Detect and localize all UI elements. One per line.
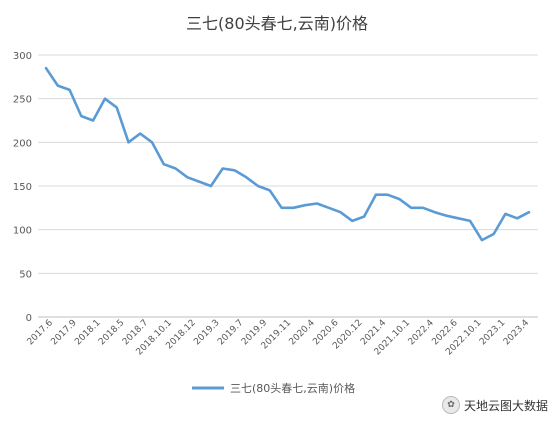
x-tick-label: 2023.1 xyxy=(478,318,507,347)
series-line xyxy=(44,66,531,242)
data-point xyxy=(186,176,189,179)
data-point xyxy=(481,239,483,241)
data-point xyxy=(398,198,401,200)
data-point xyxy=(210,185,212,187)
legend-label: 三七(80头春七,云南)价格 xyxy=(230,381,355,395)
data-point xyxy=(339,211,342,213)
y-tick-label: 0 xyxy=(26,313,32,324)
y-tick-label: 300 xyxy=(13,51,32,62)
data-point xyxy=(269,189,271,192)
gridlines xyxy=(38,54,538,318)
data-point xyxy=(375,193,377,196)
wechat-icon: ✿ xyxy=(441,396,460,414)
data-point xyxy=(292,207,295,209)
data-point xyxy=(504,213,507,215)
x-tick-label: 2019.7 xyxy=(216,318,245,347)
data-point xyxy=(422,207,424,209)
data-point xyxy=(174,167,177,170)
data-point xyxy=(469,220,471,222)
data-point xyxy=(457,217,460,220)
data-point xyxy=(221,167,224,170)
data-point xyxy=(45,67,47,69)
data-point xyxy=(351,220,354,222)
data-point xyxy=(410,207,413,209)
data-point xyxy=(304,204,307,206)
legend[interactable]: 三七(80头春七,云南)价格 xyxy=(192,381,355,395)
data-point xyxy=(245,176,248,179)
watermark: ✿ 天地云图大数据 xyxy=(441,396,548,414)
data-point xyxy=(492,233,495,235)
data-point xyxy=(280,207,283,209)
y-tick-label: 100 xyxy=(13,226,32,237)
data-point xyxy=(257,185,259,187)
y-tick-label: 50 xyxy=(19,269,32,280)
x-tick-label: 2019.3 xyxy=(192,318,221,347)
y-tick-label: 200 xyxy=(13,138,32,149)
data-point xyxy=(233,169,236,172)
data-point xyxy=(92,119,94,122)
data-point xyxy=(151,141,153,144)
data-point xyxy=(434,211,436,213)
data-point xyxy=(80,115,83,117)
x-axis-tick-labels: 2017.62017.92018.12018.52018.72018.10.12… xyxy=(26,318,532,358)
data-point xyxy=(139,132,141,135)
data-point xyxy=(445,214,448,217)
data-point xyxy=(198,180,200,183)
data-point xyxy=(327,207,330,209)
x-tick-label: 2018.5 xyxy=(97,318,126,347)
data-point xyxy=(516,217,518,220)
series-layer xyxy=(44,66,531,242)
data-point xyxy=(386,193,389,196)
y-axis-tick-labels: 0 50 100 150 200 250 300 xyxy=(13,51,32,324)
data-point xyxy=(363,215,365,218)
y-tick-label: 250 xyxy=(13,95,32,106)
y-tick-label: 150 xyxy=(13,182,32,193)
data-point xyxy=(104,97,106,100)
data-point xyxy=(57,84,59,87)
chart-title: 三七(80头春七,云南)价格 xyxy=(186,14,368,33)
data-point xyxy=(316,202,318,205)
x-tick-label: 2023.4 xyxy=(502,318,532,348)
data-point xyxy=(115,106,118,109)
watermark-text: 天地云图大数据 xyxy=(463,398,548,413)
data-point xyxy=(127,141,130,144)
data-point xyxy=(528,211,530,213)
data-point xyxy=(68,89,71,91)
x-tick-label: 2018.1 xyxy=(73,318,102,347)
data-point xyxy=(163,163,165,165)
